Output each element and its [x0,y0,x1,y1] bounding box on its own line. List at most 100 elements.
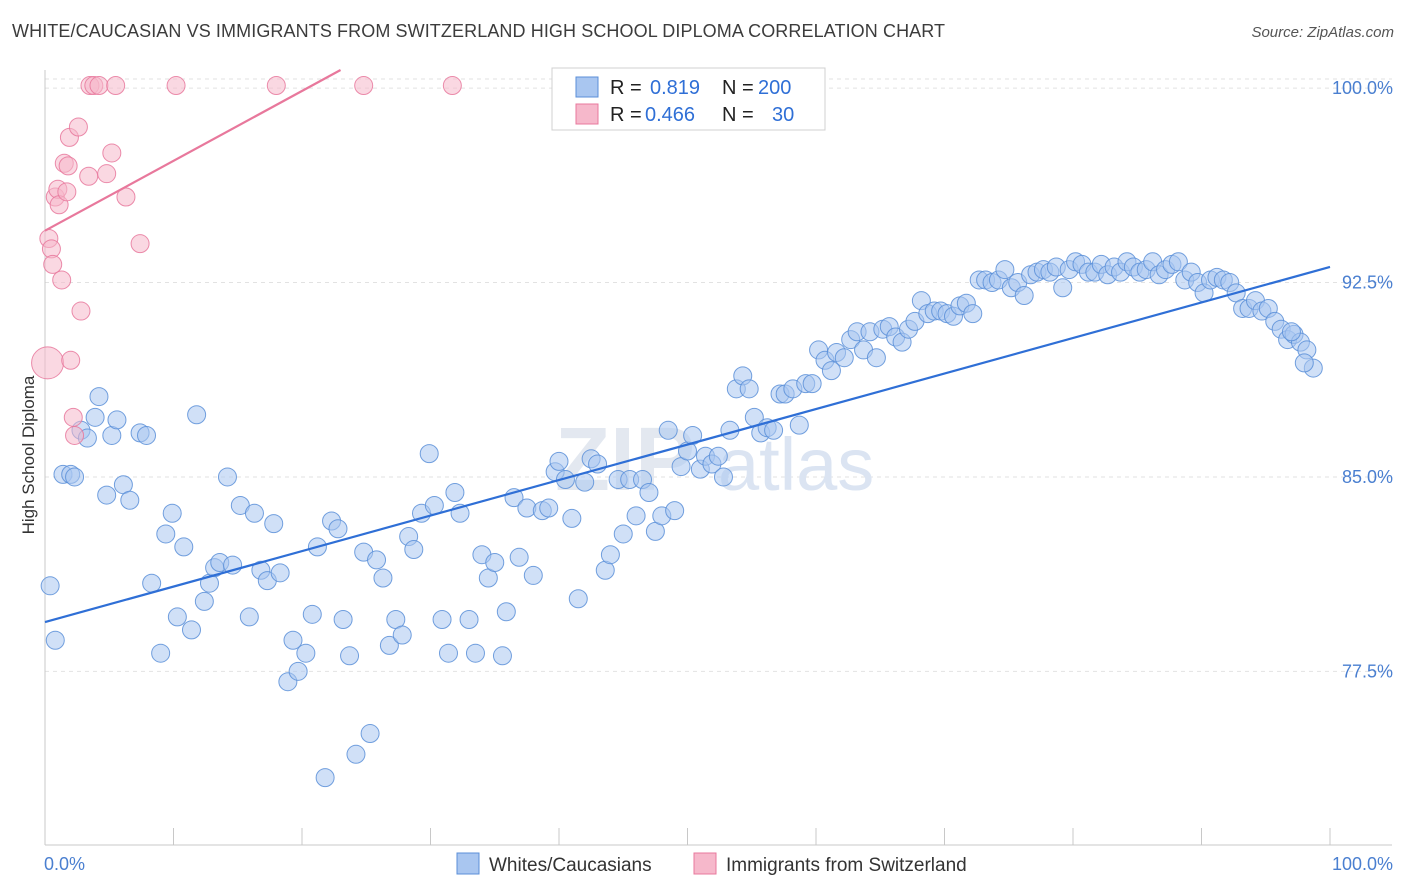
swiss-immigrant-point [442,76,462,96]
white-caucasian-point [120,490,140,510]
y-tick-label: 85.0% [1342,467,1393,487]
white-caucasian-point [367,550,387,570]
white-caucasian-point [97,485,117,505]
white-caucasian-point [270,563,290,583]
white-caucasian-point [465,643,485,663]
white-caucasian-point [802,374,822,394]
white-caucasian-point [708,446,728,466]
white-caucasian-point [492,646,512,666]
source-credit: Source: ZipAtlas.com [1251,24,1394,41]
white-caucasian-point [315,768,335,788]
series-legend: Whites/Caucasians Immigrants from Switze… [456,852,967,876]
white-caucasian-point [995,260,1015,280]
swiss-immigrant-point [52,270,72,290]
swiss-immigrant-point [63,407,83,427]
bottom-legend-swatch-pink [693,852,717,875]
white-caucasian-point [181,620,201,640]
white-caucasian-point [40,576,60,596]
white-caucasian-point [85,407,105,427]
swiss-immigrant-point [58,156,78,176]
white-caucasian-point [821,361,841,381]
white-caucasian-point [963,304,983,324]
legend-r-label-2: R = [610,104,642,126]
white-caucasian-point [683,425,703,445]
tick-labels: 100.0% 92.5% 85.0% 77.5% 0.0% 100.0% [44,78,1393,874]
axes [44,70,1392,846]
white-caucasian-point [107,410,127,430]
white-caucasian-point [174,537,194,557]
bottom-legend-swatch-blue [456,852,480,875]
bottom-legend-label-swiss: Immigrants from Switzerland [726,855,967,876]
white-caucasian-point [445,482,465,502]
white-caucasian-point [555,470,575,490]
white-caucasian-point [1053,278,1073,298]
white-caucasian-point [217,467,237,487]
swiss-immigrant-point [130,234,150,254]
white-caucasian-point [432,609,452,629]
swiss-immigrant-point [68,117,88,137]
y-tick-label: 100.0% [1332,78,1393,98]
white-caucasian-point [459,609,479,629]
white-caucasian-point [419,444,439,464]
legend-n-value-2: 30 [772,104,794,126]
chart-title: WHITE/CAUCASIAN VS IMMIGRANTS FROM SWITZ… [12,21,946,41]
white-caucasian-point [162,503,182,523]
white-caucasian-point [340,646,360,666]
white-caucasian-point [244,503,264,523]
white-caucasian-point [523,565,543,585]
white-caucasian-point [137,425,157,445]
white-caucasian-point [239,607,259,627]
swiss-immigrant-point [116,187,136,207]
swiss-immigrant-point [102,143,122,163]
swiss-immigrant-point [354,76,374,96]
legend-swatch-pink [575,103,599,125]
y-tick-label: 77.5% [1342,661,1393,681]
white-caucasian-point [1168,252,1188,272]
white-caucasian-point [65,467,85,487]
white-caucasian-point [296,643,316,663]
white-caucasian-point [549,451,569,471]
swiss-immigrant-point [61,350,81,370]
white-caucasian-point [167,607,187,627]
data-points [31,76,1323,788]
watermark-atlas: atlas [718,423,874,506]
white-caucasian-point [613,524,633,544]
white-caucasian-point [283,630,303,650]
legend-swatch-blue [575,76,599,98]
white-caucasian-point [1014,286,1034,306]
white-caucasian-point [156,524,176,544]
white-caucasian-point [373,568,393,588]
white-caucasian-point [142,573,162,593]
bottom-legend-label-whites: Whites/Caucasians [489,855,652,876]
white-caucasian-point [194,591,214,611]
swiss-immigrant-point [89,76,109,96]
legend-n-value-1: 200 [758,77,791,99]
white-caucasian-point [509,547,529,567]
white-caucasian-point [496,602,516,622]
white-caucasian-point [360,724,380,744]
y-axis-title: High School Diploma [19,375,38,534]
white-caucasian-point [568,589,588,609]
white-caucasian-point [713,467,733,487]
legend-r-value-1: 0.819 [650,77,700,99]
swiss-immigrant-point [31,346,65,380]
white-caucasian-point [379,635,399,655]
watermark: ZIP atlas [555,410,874,510]
swiss-immigrant-point [266,76,286,96]
white-caucasian-point [288,661,308,681]
x-tick-label: 100.0% [1332,854,1393,874]
swiss-immigrant-trend-line [44,69,342,232]
white-caucasian-point [302,604,322,624]
gridlines [45,78,1392,672]
white-caucasian-point [1281,322,1301,342]
white-caucasian-point [866,348,886,368]
white-caucasian-point [539,498,559,518]
legend-r-value-2: 0.466 [645,104,695,126]
white-caucasian-point [1294,353,1314,373]
white-caucasian-trend-line [44,265,1331,624]
legend-n-label-2: N = [722,104,754,126]
swiss-immigrant-point [57,182,77,202]
white-caucasian-point [264,514,284,534]
white-caucasian-point [639,482,659,502]
